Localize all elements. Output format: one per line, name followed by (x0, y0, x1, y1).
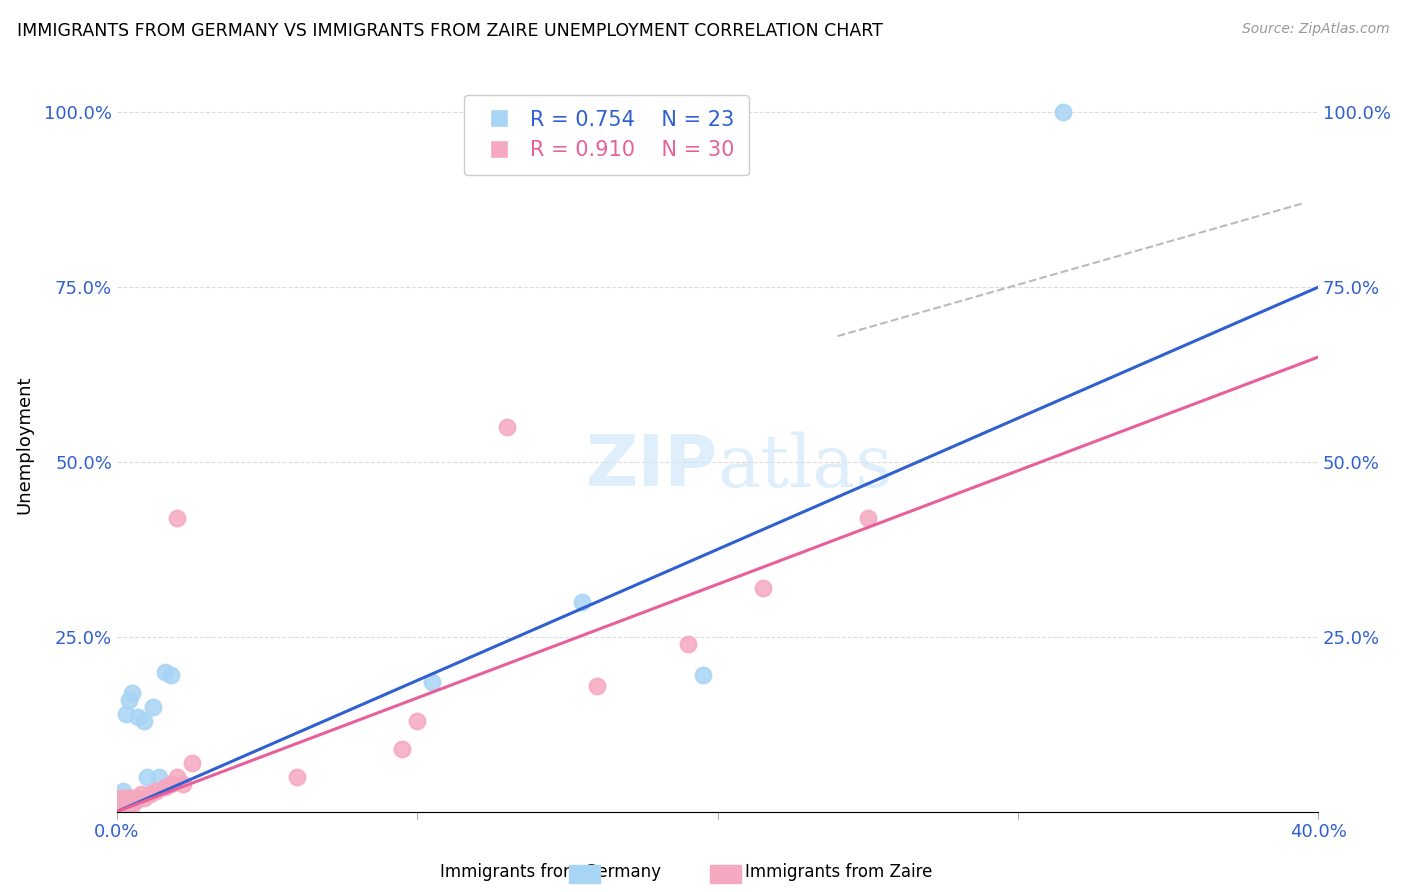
Point (115, 790, 138, 805)
Point (132, 714, 155, 728)
Point (751, 581, 773, 595)
Point (124, 794, 146, 808)
Point (111, 783, 134, 797)
Point (115, 706, 138, 721)
Point (145, 783, 167, 797)
Point (1052, 105, 1074, 120)
Point (121, 790, 143, 805)
Point (121, 686, 143, 700)
Point (118, 797, 141, 812)
Point (129, 787, 152, 801)
Point (153, 780, 176, 794)
Text: atlas: atlas (717, 431, 893, 502)
Point (118, 790, 141, 805)
Point (118, 692, 141, 706)
Point (121, 797, 143, 812)
Point (136, 770, 159, 784)
Point (139, 787, 162, 801)
Point (127, 710, 149, 724)
Point (571, 595, 593, 609)
Point (111, 790, 134, 805)
Point (115, 797, 138, 812)
Point (285, 770, 308, 784)
Point (406, 714, 429, 728)
Point (856, 511, 879, 525)
Point (118, 794, 141, 808)
Point (111, 801, 134, 815)
Point (148, 770, 170, 784)
Y-axis label: Unemployment: Unemployment (15, 376, 32, 514)
Point (124, 794, 146, 808)
Point (391, 741, 413, 756)
Point (142, 699, 165, 714)
Text: Immigrants from Germany: Immigrants from Germany (440, 863, 661, 881)
Point (127, 790, 149, 805)
Point (496, 420, 519, 434)
Point (586, 679, 609, 693)
Point (111, 794, 134, 808)
Point (166, 511, 188, 525)
Point (181, 756, 204, 770)
Text: ZIP: ZIP (585, 432, 717, 501)
Point (160, 668, 183, 682)
Point (166, 770, 188, 784)
Text: Source: ZipAtlas.com: Source: ZipAtlas.com (1241, 22, 1389, 37)
Point (132, 790, 155, 805)
Point (160, 776, 183, 790)
Point (676, 637, 699, 651)
Point (115, 797, 138, 812)
Text: Immigrants from Zaire: Immigrants from Zaire (745, 863, 932, 881)
Point (172, 776, 194, 790)
Point (111, 797, 134, 812)
Legend: R = 0.754    N = 23, R = 0.910    N = 30: R = 0.754 N = 23, R = 0.910 N = 30 (464, 95, 749, 175)
Point (108, 797, 131, 812)
Point (420, 675, 443, 690)
Point (153, 665, 176, 679)
Point (108, 790, 131, 805)
Text: IMMIGRANTS FROM GERMANY VS IMMIGRANTS FROM ZAIRE UNEMPLOYMENT CORRELATION CHART: IMMIGRANTS FROM GERMANY VS IMMIGRANTS FR… (17, 22, 883, 40)
Point (108, 790, 131, 805)
Point (108, 797, 131, 812)
Point (115, 790, 138, 805)
Point (692, 668, 714, 682)
